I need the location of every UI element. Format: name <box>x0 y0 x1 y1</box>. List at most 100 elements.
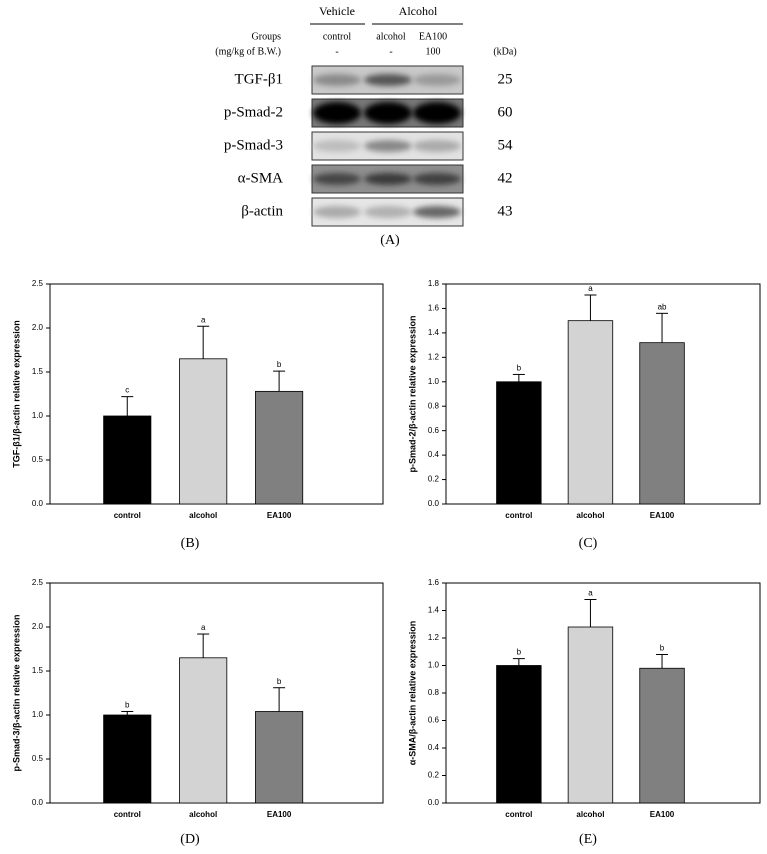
bar <box>179 358 228 505</box>
y-tick-label: 0.5 <box>32 754 44 763</box>
blot-band <box>313 173 361 185</box>
blot-band <box>313 206 361 218</box>
y-tick-label: 0.0 <box>32 499 44 508</box>
x-tick-label: control <box>505 511 532 520</box>
y-tick-label: 1.6 <box>428 304 440 313</box>
y-tick-label: 0.6 <box>428 716 440 725</box>
y-tick-label: 0.0 <box>428 798 440 807</box>
blot-band <box>364 173 412 185</box>
x-tick-label: control <box>114 511 141 520</box>
y-tick-label: 2.0 <box>32 622 44 631</box>
error-bar <box>121 710 134 715</box>
y-axis-label: TGF-β1/β-actin relative expression <box>11 320 21 468</box>
bar <box>567 320 614 505</box>
y-tick-label: 1.0 <box>428 377 440 386</box>
error-bar <box>121 396 134 416</box>
significance-letter: b <box>660 644 665 653</box>
y-tick-label: 1.0 <box>428 661 440 670</box>
bar <box>179 657 228 804</box>
y-tick-label: 2.5 <box>32 279 44 288</box>
blot-band <box>413 102 461 124</box>
groups-label: Groups <box>252 31 282 42</box>
y-tick-label: 1.6 <box>428 578 440 587</box>
blot-band <box>313 74 361 86</box>
panel-label: (E) <box>579 832 597 847</box>
y-axis-label: p-Smad-2/β-actin relative expression <box>407 315 417 472</box>
panel-label: (B) <box>181 536 200 551</box>
blot-band <box>413 74 461 86</box>
error-bar <box>197 633 210 658</box>
bar <box>255 390 304 505</box>
error-bar <box>656 312 669 343</box>
column-group: alcohol <box>376 31 406 42</box>
x-tick-label: alcohol <box>189 511 217 520</box>
y-tick-label: 1.8 <box>428 279 440 288</box>
y-tick-label: 1.5 <box>32 367 44 376</box>
y-tick-label: 0.6 <box>428 426 440 435</box>
kda-value: 60 <box>498 104 513 120</box>
significance-letter: b <box>517 364 522 373</box>
y-tick-label: 1.2 <box>428 633 440 642</box>
significance-letter: ab <box>658 302 667 311</box>
error-bar <box>273 370 286 392</box>
bar <box>255 711 304 804</box>
blot-band <box>313 102 361 124</box>
y-tick-label: 0.5 <box>32 455 44 464</box>
protein-label: p-Smad-2 <box>224 104 283 120</box>
y-tick-label: 1.2 <box>428 352 440 361</box>
y-tick-label: 1.4 <box>428 606 440 615</box>
panel-label: (C) <box>579 536 598 551</box>
kda-value: 54 <box>498 137 514 153</box>
y-tick-label: 0.0 <box>428 499 440 508</box>
group-header: Vehicle <box>319 4 355 18</box>
y-tick-label: 0.0 <box>32 798 44 807</box>
protein-label: β-actin <box>241 203 283 219</box>
dose-label: (mg/kg of B.W.) <box>215 46 281 57</box>
y-tick-label: 1.5 <box>32 666 44 675</box>
blot-band <box>364 206 412 218</box>
significance-letter: a <box>201 623 206 632</box>
y-tick-label: 1.0 <box>32 710 44 719</box>
y-tick-label: 1.0 <box>32 411 44 420</box>
error-bar <box>197 325 210 359</box>
y-tick-label: 2.0 <box>32 323 44 332</box>
y-tick-label: 0.4 <box>428 743 440 752</box>
protein-label: p-Smad-3 <box>224 137 283 153</box>
column-group: EA100 <box>419 31 447 42</box>
significance-letter: c <box>125 386 129 395</box>
x-tick-label: alcohol <box>189 810 217 819</box>
panel-label: (D) <box>180 832 200 847</box>
y-axis-label: α-SMA/β-actin relative expression <box>407 621 417 766</box>
protein-label: TGF-β1 <box>235 71 283 87</box>
x-tick-label: control <box>114 810 141 819</box>
y-tick-label: 1.4 <box>428 328 440 337</box>
bar <box>103 714 152 804</box>
bar <box>496 665 542 804</box>
protein-label: α-SMA <box>238 170 284 186</box>
significance-letter: a <box>588 284 593 293</box>
column-group: control <box>323 31 352 42</box>
group-header: Alcohol <box>399 4 438 18</box>
blot-band <box>364 74 412 86</box>
error-bar <box>273 687 286 712</box>
x-tick-label: EA100 <box>650 511 675 520</box>
bar <box>103 415 152 505</box>
x-tick-label: EA100 <box>650 810 675 819</box>
error-bar <box>512 373 525 382</box>
x-tick-label: alcohol <box>576 810 604 819</box>
kda-value: 25 <box>498 71 513 87</box>
bar <box>639 342 685 505</box>
y-tick-label: 0.2 <box>428 771 440 780</box>
blot-band <box>413 140 461 152</box>
bar <box>567 626 614 804</box>
significance-letter: a <box>588 589 593 598</box>
blot-band <box>313 140 361 152</box>
y-axis-label: p-Smad-3/β-actin relative expression <box>11 614 21 771</box>
y-tick-label: 0.4 <box>428 450 440 459</box>
error-bar <box>656 654 669 669</box>
significance-letter: b <box>277 677 282 686</box>
blot-band <box>364 140 412 152</box>
column-dose: - <box>335 46 338 57</box>
y-tick-label: 0.8 <box>428 401 440 410</box>
